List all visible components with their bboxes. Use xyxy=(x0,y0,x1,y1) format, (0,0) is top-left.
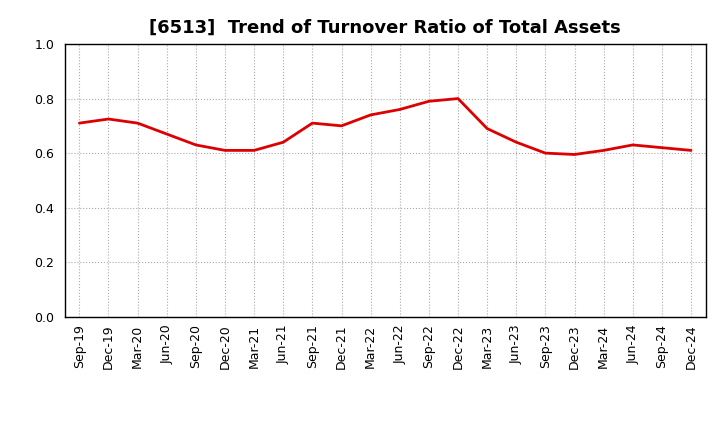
Title: [6513]  Trend of Turnover Ratio of Total Assets: [6513] Trend of Turnover Ratio of Total … xyxy=(149,19,621,37)
